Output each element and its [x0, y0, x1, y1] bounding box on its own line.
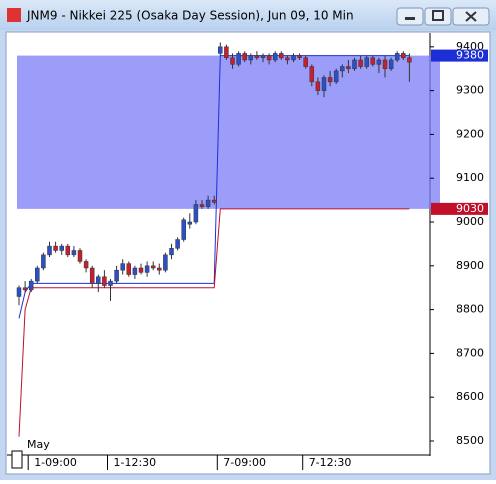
candle-body	[89, 267, 95, 284]
candle-body	[272, 53, 278, 61]
app-icon	[7, 8, 21, 22]
candle-body	[132, 267, 138, 275]
candle-body	[327, 77, 333, 83]
candle-body	[163, 254, 168, 271]
candle-body	[35, 267, 40, 282]
window-title: JNM9 - Nikkei 225 (Osaka Day Session), J…	[26, 9, 354, 23]
candle-body	[96, 276, 101, 284]
minimize-icon	[405, 17, 415, 20]
candle-body	[382, 59, 388, 69]
candle-body	[120, 263, 125, 271]
candle-body	[315, 81, 321, 91]
candle-body	[333, 70, 339, 83]
maximize-button[interactable]	[424, 7, 452, 26]
candle-body	[297, 55, 302, 59]
candle-body	[394, 53, 400, 61]
candle-body	[346, 66, 351, 69]
candle-body	[205, 199, 211, 207]
x-tick-label: 7-09:00	[223, 456, 266, 469]
candle-body	[169, 248, 174, 256]
candle-body	[28, 280, 34, 291]
candle-body	[236, 53, 241, 65]
y-tick-label: 9200	[456, 127, 484, 140]
candle-body	[254, 55, 260, 59]
candle-body	[388, 59, 394, 69]
candle-body	[364, 57, 369, 67]
candle-body	[260, 55, 266, 59]
last-value-box	[431, 49, 488, 62]
candle-body	[321, 77, 327, 91]
candle-body	[291, 55, 296, 61]
candle-body	[199, 204, 205, 207]
candle-body	[108, 280, 113, 286]
candle-body	[16, 287, 22, 297]
y-tick-label: 8600	[456, 390, 484, 403]
candle-body	[126, 263, 132, 275]
candle-body	[248, 55, 254, 61]
y-tick-label: 9000	[456, 215, 484, 228]
candle-body	[157, 267, 162, 271]
candle-body	[175, 239, 180, 249]
candle-body	[83, 261, 89, 269]
candle-body	[59, 245, 64, 251]
y-tick-label: 9400	[456, 40, 484, 53]
candle-body	[358, 59, 363, 67]
last-value-label: 9380	[456, 49, 484, 62]
y-tick-label: 8900	[456, 259, 484, 272]
y-tick-label: 8700	[456, 346, 484, 359]
candle-body	[187, 221, 193, 225]
candle-body	[230, 57, 235, 65]
candle-body	[370, 57, 376, 65]
candle-body	[285, 57, 290, 61]
annotation: May	[27, 438, 50, 451]
last-value-label: 9030	[456, 202, 484, 215]
candle-body	[303, 57, 308, 67]
candle-body	[218, 46, 223, 54]
candle-body	[211, 199, 217, 203]
candle-body	[352, 59, 357, 69]
candle-body	[53, 245, 58, 251]
close-icon	[465, 11, 477, 22]
candle-body	[340, 66, 345, 72]
y-tick-label: 9100	[456, 171, 484, 184]
candle-body	[407, 57, 412, 63]
candle-body	[224, 46, 229, 59]
y-tick-label: 8500	[456, 434, 484, 447]
x-tick-label: 1-09:00	[34, 456, 77, 469]
candle-body	[138, 267, 144, 273]
x-tick-label: 1-12:30	[114, 456, 157, 469]
candle-body	[77, 250, 83, 262]
y-tick-label: 8800	[456, 303, 484, 316]
last-value-box	[431, 202, 488, 215]
candle-body	[266, 55, 272, 61]
candle-body	[150, 265, 156, 269]
level-line	[18, 208, 410, 437]
candle-body	[242, 53, 247, 61]
maximize-icon	[432, 10, 444, 21]
candle-body	[401, 53, 406, 59]
candle-body	[376, 59, 382, 65]
range-band	[17, 55, 440, 209]
scroll-handle[interactable]	[11, 450, 23, 469]
candle-body	[71, 250, 77, 256]
candle-body	[22, 287, 28, 291]
candle-body	[41, 254, 46, 269]
candle-body	[47, 245, 52, 256]
candle-body	[65, 245, 71, 256]
minimize-button[interactable]	[396, 7, 424, 26]
candle-body	[144, 265, 150, 273]
x-tick-label: 7-12:30	[309, 456, 352, 469]
candle-body	[309, 66, 315, 83]
candle-body	[181, 219, 186, 240]
candle-body	[102, 276, 107, 286]
y-tick-label: 9300	[456, 84, 484, 97]
candle-body	[114, 269, 119, 282]
candle-body	[193, 204, 199, 223]
candle-body	[279, 53, 284, 59]
